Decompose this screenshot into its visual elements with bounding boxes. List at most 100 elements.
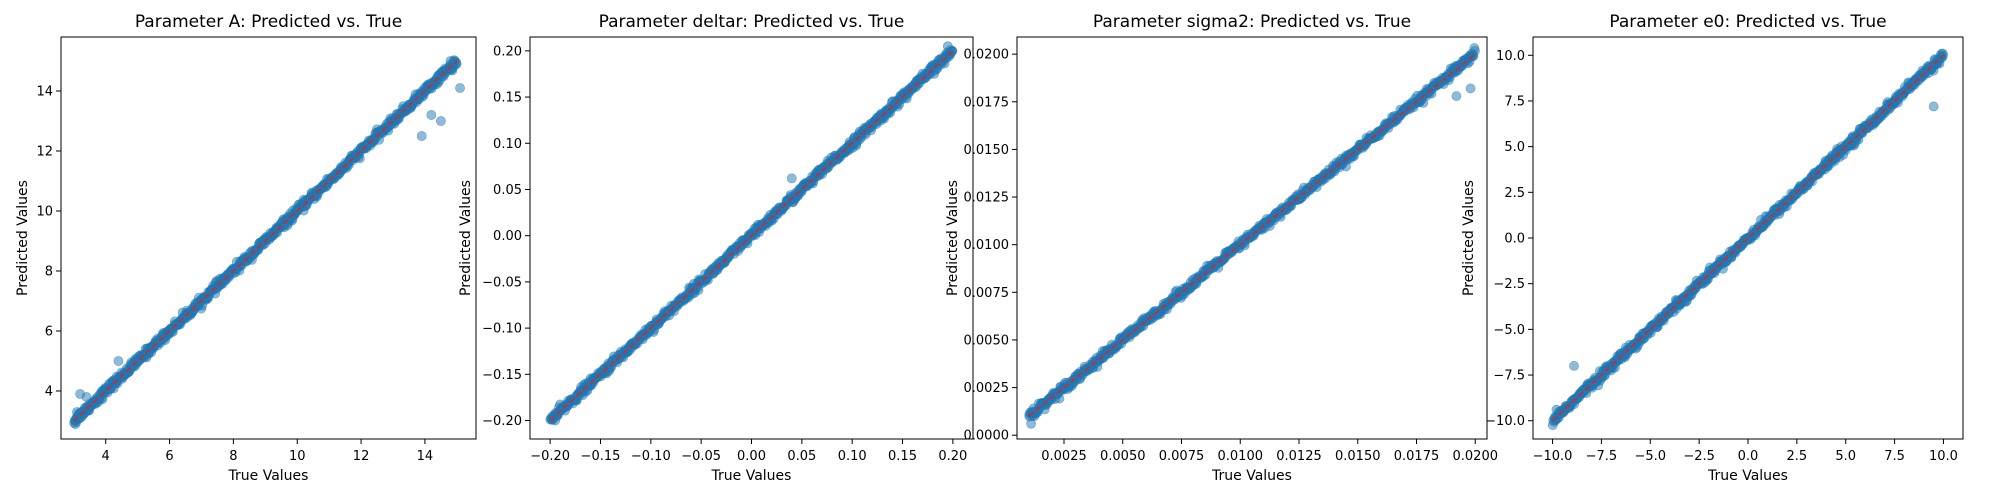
x-tick-label: 0.00	[737, 449, 766, 464]
y-tick-label: 2.5	[1504, 186, 1525, 201]
y-tick-label: 7.5	[1504, 94, 1525, 109]
scatter-point-outlier	[113, 356, 124, 366]
y-tick-label: 4	[45, 385, 53, 400]
subplot-3: 0.0025 0.0050 0.0075 0.0100 0.0125 0.0150 0.01…	[945, 12, 1498, 484]
x-tick-label: 10.0	[1929, 449, 1958, 464]
plot-area	[1024, 43, 1480, 429]
x-tick-label: 5.0	[1835, 449, 1856, 464]
subplot-2: −0.20 −0.15 −0.10 −0.05 0.00 0.05 0.10 0.15 0.20…	[458, 12, 974, 484]
x-tick-label: −5.0	[1634, 449, 1666, 464]
x-tick-label: 0.05	[787, 449, 816, 464]
y-axis-label: Predicted Values	[945, 180, 961, 296]
scatter-point	[1054, 393, 1065, 404]
y-tick-label: 10	[36, 205, 53, 220]
scatter-point-outlier	[1026, 418, 1036, 429]
x-axis-label: True Values	[711, 468, 792, 484]
ideal-fit-line	[73, 60, 458, 422]
y-tick-label: 0.0000	[964, 429, 1010, 444]
y-tick-label: −0.20	[482, 414, 522, 429]
x-tick-label: 2.5	[1787, 449, 1808, 464]
x-tick-label: 7.5	[1884, 449, 1905, 464]
scatter-point	[1470, 46, 1480, 56]
y-tick-label: 0.0050	[964, 333, 1010, 348]
x-tick-label: 0.15	[888, 449, 917, 464]
scatter-point-outlier	[1928, 101, 1939, 112]
x-tick-label: 0.0150	[1335, 449, 1381, 464]
scatter-point-outlier	[435, 116, 446, 126]
y-tick-label: 10.0	[1496, 49, 1525, 64]
x-axis-label: True Values	[1707, 468, 1788, 484]
x-tick-label: −7.5	[1586, 449, 1618, 464]
x-tick-label: 0.0125	[1276, 449, 1322, 464]
axes-frame	[60, 36, 477, 440]
subplot-4: −10.0 −7.5 −5.0 −2.5 0.0 2.5 5.0 7.5 10.0 −10.0 −7…	[1461, 12, 1964, 484]
x-tick-label: −2.5	[1683, 449, 1715, 464]
x-tick-label: 0.0	[1738, 449, 1759, 464]
scatter-point-outlier	[1451, 91, 1462, 101]
x-tick-label: 0.0175	[1394, 449, 1440, 464]
x-tick-label: 0.0025	[1041, 449, 1087, 464]
y-tick-label: −7.5	[1493, 369, 1525, 384]
x-tick-label: −10.0	[1533, 449, 1573, 464]
y-tick-label: 6	[45, 325, 53, 340]
y-axis-label: Predicted Values	[1461, 180, 1477, 296]
x-tick-label: −0.20	[530, 449, 570, 464]
plot-area	[1547, 48, 1948, 431]
x-tick-label: 0.0100	[1218, 449, 1264, 464]
y-tick-label: −0.10	[482, 322, 522, 337]
scatter-point-outlier	[455, 83, 465, 93]
subplot-1: 4 6 8 10 12 14 4 6 8 10 12 14 Parameter A: Predicted…	[15, 12, 477, 484]
y-tick-label: 0.15	[493, 91, 522, 106]
x-tick-label: 8	[229, 449, 237, 464]
y-tick-label: 0.0075	[964, 286, 1010, 301]
y-tick-label: 8	[45, 265, 53, 280]
y-axis-label: Predicted Values	[458, 180, 474, 296]
y-tick-label: 0.0125	[964, 191, 1010, 206]
y-tick-label: 0.0200	[964, 48, 1010, 63]
subplot-title: Parameter sigma2: Predicted vs. True	[1093, 12, 1411, 32]
scatter-point-outlier	[1028, 403, 1039, 414]
ideal-fit-line	[549, 50, 954, 422]
x-tick-label: −0.10	[631, 449, 671, 464]
y-tick-label: 14	[36, 85, 53, 100]
axes-frame	[1016, 36, 1488, 440]
x-tick-label: 0.0075	[1159, 449, 1205, 464]
x-tick-label: −0.05	[681, 449, 721, 464]
scatter-point-outlier	[550, 415, 561, 426]
y-tick-label: −10.0	[1485, 414, 1525, 429]
x-tick-label: 0.10	[838, 449, 867, 464]
subplot-title: Parameter deltar: Predicted vs. True	[599, 12, 905, 32]
y-tick-label: 5.0	[1504, 140, 1525, 155]
scatter-point-outlier	[942, 41, 953, 52]
y-tick-label: 0.0175	[964, 95, 1010, 110]
scatter-point-outlier	[1569, 361, 1579, 371]
y-tick-label: 0.10	[493, 137, 522, 152]
y-tick-label: −2.5	[1493, 277, 1525, 292]
y-tick-label: −0.15	[482, 368, 522, 383]
scatter-point-outlier	[1465, 83, 1476, 94]
y-tick-label: 12	[36, 145, 53, 160]
y-tick-label: −0.05	[482, 275, 522, 290]
x-tick-label: 0.20	[938, 449, 967, 464]
x-tick-label: 4	[102, 449, 110, 464]
y-axis-label: Predicted Values	[15, 180, 31, 296]
y-tick-label: 0.20	[493, 44, 522, 59]
x-axis-label: True Values	[1211, 468, 1292, 484]
scatter-point-outlier	[70, 419, 81, 429]
x-tick-label: −0.15	[581, 449, 621, 464]
ideal-fit-line	[1028, 53, 1476, 417]
scatter-point-outlier	[445, 56, 456, 66]
scatter-point-outlier	[1551, 404, 1562, 415]
y-tick-label: 0.0150	[964, 143, 1010, 158]
scatter-point-outlier	[81, 392, 92, 402]
scatter-point-outlier	[426, 110, 437, 120]
scatter-point-outlier	[72, 407, 82, 417]
plot-area	[69, 55, 465, 429]
x-tick-label: 10	[289, 449, 306, 464]
y-tick-label: 0.0025	[964, 381, 1010, 396]
y-tick-label: −5.0	[1493, 323, 1525, 338]
x-tick-label: 14	[417, 449, 434, 464]
x-tick-label: 12	[353, 449, 370, 464]
y-tick-label: 0.05	[493, 183, 522, 198]
